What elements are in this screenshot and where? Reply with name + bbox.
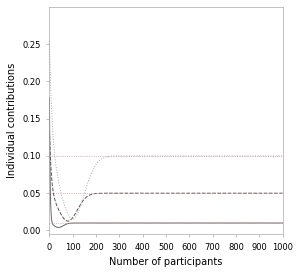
X-axis label: Number of participants: Number of participants (109, 257, 223, 267)
Y-axis label: Individual contributions: Individual contributions (7, 63, 17, 178)
